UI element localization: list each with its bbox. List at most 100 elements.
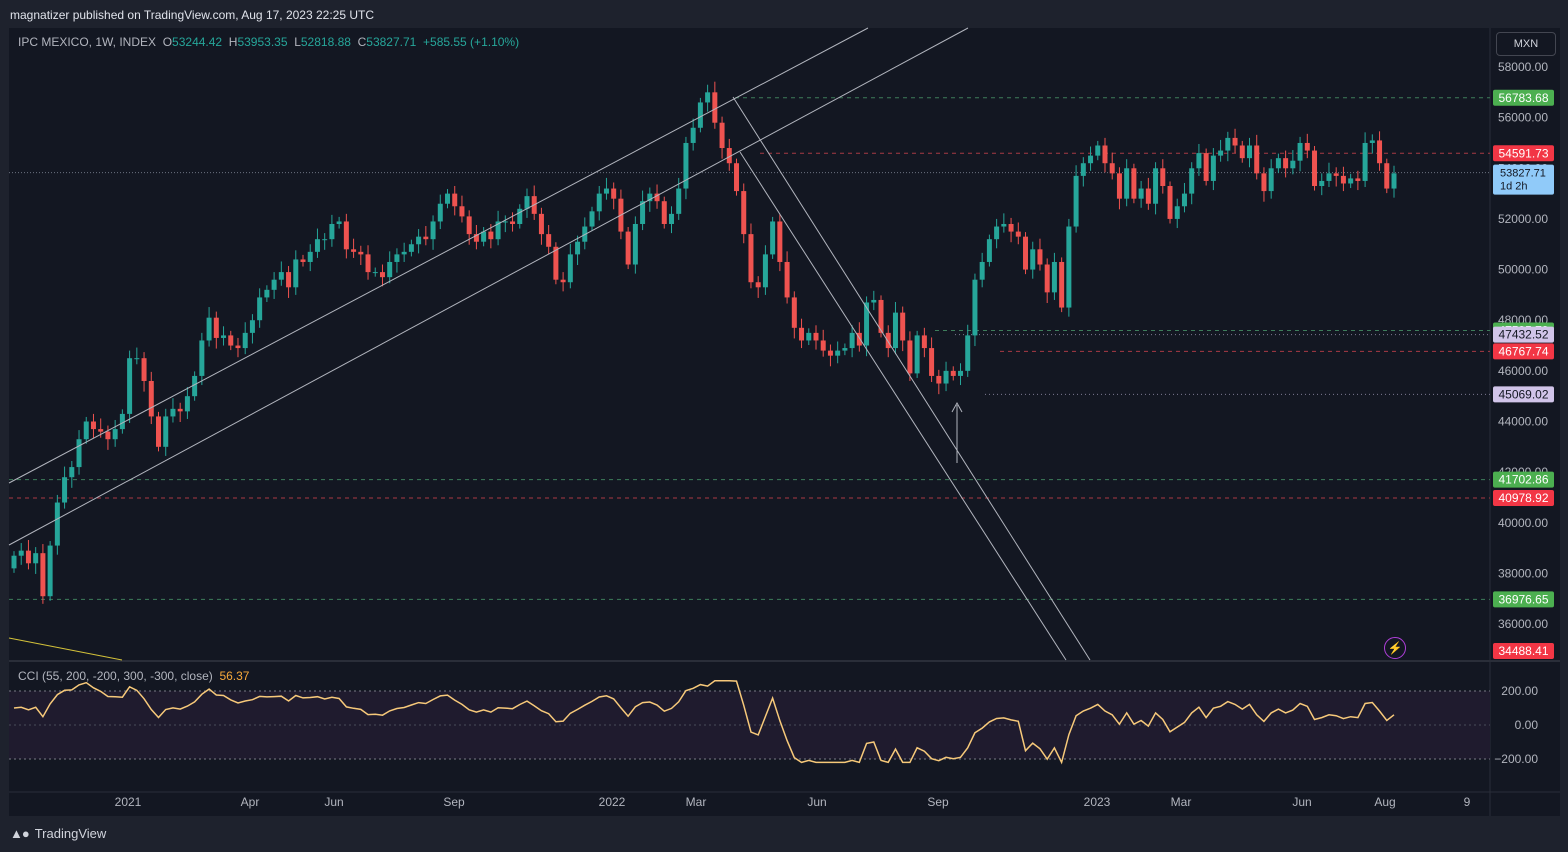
candle-body: [517, 208, 523, 224]
last-price-label: 53827.71: [1500, 168, 1546, 180]
candle-body: [907, 340, 913, 374]
candle-body: [1153, 168, 1159, 204]
candle-body: [1051, 261, 1057, 293]
cci-tick-label: 0.00: [1515, 718, 1539, 732]
candle-body: [1181, 193, 1187, 207]
time-tick-label: Sep: [927, 795, 949, 809]
candle-body: [1391, 173, 1397, 189]
candle-body: [33, 553, 39, 564]
price-tick-label: 50000.00: [1498, 263, 1548, 277]
candle-body: [495, 221, 501, 240]
candle-body: [560, 279, 566, 283]
time-tick-label: Aug: [1374, 795, 1395, 809]
candle-body: [372, 272, 378, 274]
currency-button[interactable]: MXN: [1496, 32, 1556, 56]
candle-body: [221, 335, 227, 338]
candle-body: [40, 553, 46, 597]
yellow-trend-line: [8, 637, 123, 661]
price-tick-label: 58000.00: [1498, 60, 1548, 74]
candle-body: [1312, 150, 1318, 187]
publisher-text: magnatizer published on TradingView.com,…: [10, 8, 375, 22]
price-level-label: 45069.02: [1498, 387, 1548, 401]
candle-body: [401, 251, 407, 255]
price-tick-label: 44000.00: [1498, 415, 1548, 429]
candle-body: [1167, 186, 1173, 219]
arrow-head-icon: [951, 401, 963, 413]
candle-body: [524, 196, 530, 209]
candle-body: [1218, 150, 1224, 156]
candle-body: [1124, 168, 1130, 199]
time-tick-label: Jun: [807, 795, 826, 809]
price-level-badge: [1493, 145, 1554, 162]
candle-body: [640, 201, 646, 224]
candle-body: [365, 254, 371, 273]
candle-body: [1066, 226, 1072, 308]
candle-body: [445, 193, 451, 204]
candle-body: [336, 221, 342, 224]
candle-body: [358, 251, 364, 255]
price-level-label: 56783.68: [1498, 91, 1548, 105]
time-tick-label: Mar: [686, 795, 707, 809]
candle-body: [408, 244, 414, 252]
price-tick-label: 56000.00: [1498, 111, 1548, 125]
candle-body: [791, 297, 797, 328]
candle-body: [423, 236, 429, 240]
candle-body: [437, 203, 443, 222]
candle-body: [719, 122, 725, 149]
candle-body: [849, 332, 855, 349]
cci-label[interactable]: CCI (55, 200, -200, 300, -300, close): [18, 669, 213, 683]
candle-body: [90, 421, 96, 430]
candle-body: [98, 429, 104, 432]
candle-body: [18, 550, 24, 556]
candle-body: [611, 188, 617, 199]
candle-body: [430, 221, 436, 240]
candle-body: [813, 332, 819, 341]
tradingview-footer[interactable]: ▲● TradingView: [10, 826, 106, 841]
candle-body: [784, 261, 790, 298]
lightning-icon[interactable]: ⚡: [1384, 637, 1406, 659]
candle-body: [734, 163, 740, 192]
candle-body: [343, 221, 349, 250]
candle-body: [228, 335, 234, 346]
candle-body: [567, 254, 573, 283]
candle-body: [416, 236, 422, 245]
candle-body: [994, 226, 1000, 240]
cci-tick-label: −200.00: [1494, 752, 1538, 766]
candle-body: [705, 92, 711, 103]
candle-body: [1239, 145, 1245, 159]
price-level-label: 40978.92: [1498, 491, 1548, 505]
candle-body: [965, 335, 971, 371]
candle-body: [170, 408, 176, 417]
candle-body: [690, 127, 696, 143]
candle-body: [235, 345, 241, 349]
low-value: 52818.88: [300, 35, 351, 49]
candle-body: [257, 297, 263, 321]
candle-body: [1304, 142, 1310, 151]
candle-body: [950, 370, 956, 376]
candle-body: [473, 234, 479, 242]
time-tick-label: Apr: [241, 795, 260, 809]
channel-upper-line: [8, 27, 869, 484]
candle-body: [329, 223, 335, 240]
candle-body: [1203, 153, 1209, 181]
candle-body: [62, 477, 68, 503]
change-value: +585.55 (+1.10%): [423, 35, 520, 49]
candle-body: [806, 332, 812, 341]
candle-body: [1059, 261, 1065, 308]
price-level-label: 54591.73: [1498, 146, 1548, 160]
candle-body: [481, 231, 487, 242]
countdown-label: 1d 2h: [1500, 181, 1528, 193]
candle-body: [1131, 168, 1137, 199]
cci-value: 56.37: [219, 669, 250, 683]
candle-body: [452, 193, 458, 207]
candle-body: [1145, 188, 1151, 204]
candle-body: [300, 259, 306, 262]
time-tick-label: 9: [1464, 795, 1471, 809]
price-level-label: 46767.74: [1498, 344, 1548, 358]
candle-body: [127, 358, 133, 414]
symbol-label[interactable]: IPC MEXICO, 1W, INDEX: [18, 35, 157, 49]
time-tick-label: 2022: [599, 795, 626, 809]
candle-body: [184, 396, 190, 412]
price-tick-label: 52000.00: [1498, 212, 1548, 226]
